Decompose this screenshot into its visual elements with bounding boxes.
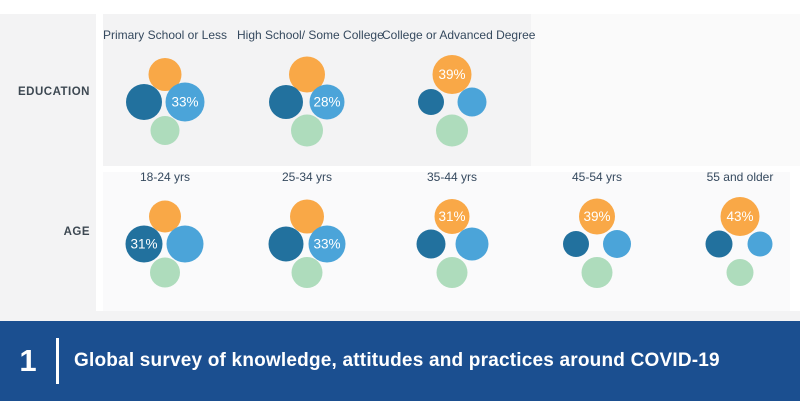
bubble-percent-label: 31% xyxy=(438,209,465,224)
light-blue-bubble xyxy=(455,227,489,261)
light-blue-bubble xyxy=(747,231,773,257)
orange-bubble xyxy=(289,56,325,93)
figure-caption-bar: 1 Global survey of knowledge, attitudes … xyxy=(0,321,800,401)
bubble-cluster-chart: 31% xyxy=(416,199,489,288)
education-row: Primary School or Less 33% High School/ So… xyxy=(0,26,800,168)
bubble-cluster-chart: 33% xyxy=(268,199,346,288)
figure-caption: Global survey of knowledge, attitudes an… xyxy=(74,350,720,371)
age-panel-bg xyxy=(103,172,790,311)
light-blue-bubble xyxy=(308,225,346,263)
cluster-title: High School/ Some College xyxy=(237,28,384,42)
dark-blue-bubble xyxy=(125,225,163,263)
green-bubble xyxy=(436,114,468,147)
bubble-percent-label: 39% xyxy=(438,67,465,82)
orange-bubble xyxy=(434,199,470,234)
green-bubble xyxy=(291,114,323,147)
bubble-cluster-college-or-advanced-degree: College or Advanced Degree 39% xyxy=(382,26,536,165)
dark-blue-bubble xyxy=(269,85,303,119)
bubble-percent-label: 28% xyxy=(313,95,340,110)
light-blue-bubble xyxy=(457,87,487,117)
cluster-title: Primary School or Less xyxy=(102,28,228,42)
bubble-cluster-chart: 28% xyxy=(269,56,345,147)
cluster-title: 35-44 yrs xyxy=(426,170,478,184)
bottom-strip xyxy=(0,311,800,321)
orange-bubble xyxy=(720,197,760,236)
bubble-percent-label: 33% xyxy=(171,95,198,110)
cluster-title: 55 and older xyxy=(706,170,774,184)
row-label-age: AGE xyxy=(63,226,90,238)
bubble-cluster-45-54-yrs: 45-54 yrs 39% xyxy=(527,168,667,307)
bubble-cluster-chart: 33% xyxy=(126,58,205,145)
caption-separator-line xyxy=(56,338,59,384)
orange-bubble xyxy=(432,55,472,94)
bubble-cluster-high-school-some-college: High School/ Some College 28% xyxy=(237,26,384,165)
light-blue-bubble xyxy=(603,230,631,258)
bubble-cluster-chart: 43% xyxy=(705,197,773,286)
dark-blue-bubble xyxy=(416,229,446,259)
age-row: 18-24 yrs 31% 25-34 yrs 33% 35-44 yrs 31% 45-5… xyxy=(0,168,800,310)
bubble-cluster-25-34-yrs: 25-34 yrs 33% xyxy=(237,168,377,307)
green-bubble xyxy=(581,257,613,288)
bubble-percent-label: 39% xyxy=(583,209,610,224)
green-bubble xyxy=(436,257,468,288)
cluster-title: 25-34 yrs xyxy=(281,170,333,184)
cluster-title: College or Advanced Degree xyxy=(382,28,536,42)
green-bubble xyxy=(150,257,180,288)
bubble-cluster-35-44-yrs: 35-44 yrs 31% xyxy=(382,168,522,307)
light-blue-bubble xyxy=(165,82,205,122)
bubble-percent-label: 43% xyxy=(726,209,753,224)
dark-blue-bubble xyxy=(268,226,304,262)
dark-blue-bubble xyxy=(418,89,444,115)
bubble-cluster-chart: 31% xyxy=(125,200,204,288)
figure-number: 1 xyxy=(19,343,37,378)
green-bubble xyxy=(150,116,180,145)
orange-bubble xyxy=(149,200,181,233)
bubble-percent-label: 33% xyxy=(313,237,340,252)
orange-bubble xyxy=(290,199,324,234)
bubble-percent-label: 31% xyxy=(130,237,157,252)
green-bubble xyxy=(291,257,323,288)
dark-blue-bubble xyxy=(126,84,162,120)
bubble-cluster-chart: 39% xyxy=(563,198,631,288)
light-blue-bubble xyxy=(166,225,204,263)
bubble-cluster-chart: 39% xyxy=(418,55,487,147)
dark-blue-bubble xyxy=(705,230,733,258)
orange-bubble xyxy=(579,198,615,235)
bubble-cluster-18-24-yrs: 18-24 yrs 31% xyxy=(95,168,235,307)
light-blue-bubble xyxy=(309,84,345,120)
bubble-cluster-55-and-older: 55 and older 43% xyxy=(670,168,800,307)
top-right-panel-bg xyxy=(531,14,800,166)
dark-blue-bubble xyxy=(563,231,589,257)
left-sidebar-panel xyxy=(0,14,96,322)
bubble-cluster-primary-school-or-less: Primary School or Less 33% xyxy=(95,26,235,165)
cluster-title: 18-24 yrs xyxy=(139,170,191,184)
green-bubble xyxy=(726,259,754,286)
orange-bubble xyxy=(148,58,182,91)
row-label-education: EDUCATION xyxy=(17,86,90,98)
cluster-title: 45-54 yrs xyxy=(571,170,623,184)
